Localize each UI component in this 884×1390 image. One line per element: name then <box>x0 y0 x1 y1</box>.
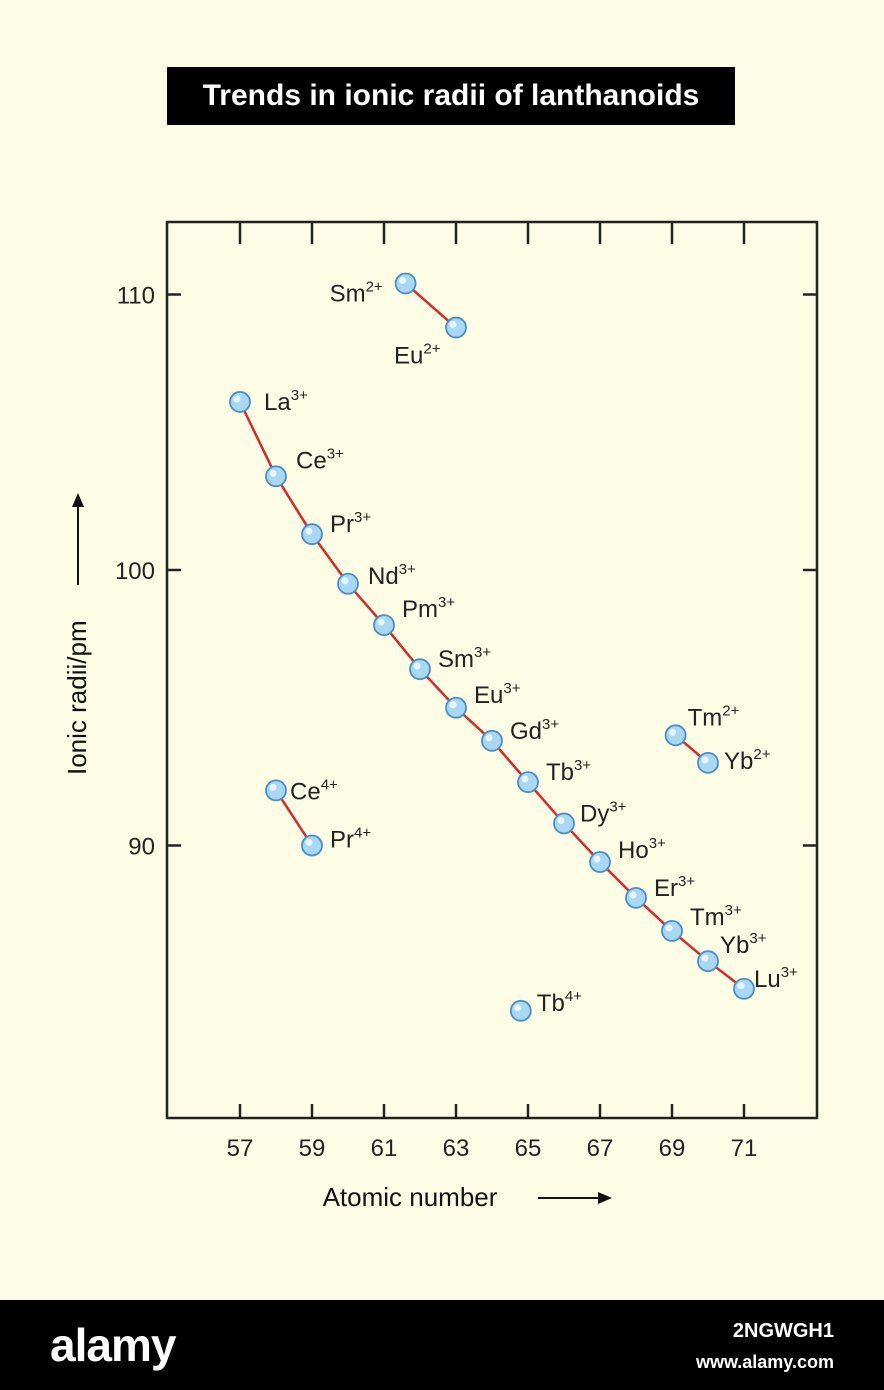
plot-frame <box>165 220 819 1120</box>
x-tick-label: 57 <box>227 1135 254 1162</box>
y-tick-label: 90 <box>128 834 155 861</box>
data-point-highlight <box>557 816 565 824</box>
data-point-ho-3plus <box>589 851 611 873</box>
point-label-eu-3plus: Eu3+ <box>474 680 521 709</box>
data-point-tm-3plus <box>661 920 683 942</box>
data-point-highlight <box>269 469 277 477</box>
x-tick-label: 67 <box>587 1135 614 1162</box>
point-label-lu-3plus: Lu3+ <box>754 964 798 993</box>
series-line-2 <box>274 789 314 847</box>
x-axis-title-group: Atomic number <box>323 1182 612 1212</box>
data-point-ce-4plus <box>265 779 287 802</box>
data-point-highlight <box>593 855 601 863</box>
point-label-tm-3plus: Tm3+ <box>690 902 742 931</box>
x-axis-arrowhead <box>598 1192 612 1204</box>
point-label-ho-3plus: Ho3+ <box>618 835 666 864</box>
point-label-yb-2plus: Yb2+ <box>724 746 771 775</box>
data-point-sm-2plus <box>394 272 417 295</box>
point-label-nd-3plus: Nd3+ <box>368 561 416 590</box>
data-point-ce-3plus <box>265 465 287 488</box>
data-point-highlight <box>737 982 745 990</box>
axes-layer: 57 59 61 63 65 67 69 71 90 100 110 <box>115 222 817 1162</box>
data-point-highlight <box>629 891 637 899</box>
data-point-yb-3plus <box>697 950 719 973</box>
data-point-gd-3plus <box>481 729 503 752</box>
data-points <box>229 272 755 1022</box>
data-point-highlight <box>449 701 457 709</box>
data-point-highlight <box>449 321 457 329</box>
data-point-highlight <box>399 276 407 284</box>
data-point-highlight <box>377 618 385 626</box>
point-label-tb-4plus: Tb4+ <box>537 988 582 1017</box>
data-point-highlight <box>305 527 313 535</box>
data-point-highlight <box>269 783 277 791</box>
data-point-lu-3plus <box>733 977 755 1000</box>
data-point-er-3plus <box>625 886 647 909</box>
point-label-er-3plus: Er3+ <box>654 873 695 902</box>
point-label-pr-3plus: Pr3+ <box>330 509 371 538</box>
data-point-highlight <box>701 756 709 764</box>
x-tick-label: 71 <box>731 1135 758 1162</box>
footer-bar: alamy 2NGWGH1 www.alamy.com <box>0 1300 884 1390</box>
point-label-pm-3plus: Pm3+ <box>402 594 455 623</box>
y-tick-label: 100 <box>115 558 155 585</box>
data-point-dy-3plus <box>553 812 575 835</box>
data-point-highlight <box>665 924 673 932</box>
data-point-highlight <box>669 728 677 736</box>
x-tick-label: 61 <box>371 1135 398 1162</box>
data-point-highlight <box>233 395 241 403</box>
data-point-eu-2plus <box>445 316 467 339</box>
point-label-tb-3plus: Tb3+ <box>546 757 591 786</box>
data-point-tm-2plus <box>664 724 687 747</box>
data-point-la-3plus <box>229 391 251 413</box>
brand-logo: alamy <box>50 1319 176 1371</box>
data-point-highlight <box>521 775 529 783</box>
y-axis-arrowhead <box>72 493 84 507</box>
point-label-la-3plus: La3+ <box>264 387 308 416</box>
x-tick-label: 69 <box>659 1135 686 1162</box>
data-point-nd-3plus <box>337 572 359 595</box>
data-point-highlight <box>485 734 493 742</box>
point-labels: La3+ Ce3+ Pr3+ Nd3+ Pm3+ Sm3+ Eu3+ Gd3+ Tb3+ Dy3+… <box>264 278 798 1016</box>
point-label-sm-2plus: Sm2+ <box>330 278 383 307</box>
y-axis-title: Ionic radii/pm <box>62 620 92 775</box>
data-point-tb-4plus <box>509 999 532 1022</box>
data-point-highlight <box>701 954 709 962</box>
x-tick-label: 63 <box>443 1135 470 1162</box>
point-label-tm-2plus: Tm2+ <box>688 702 740 731</box>
point-label-dy-3plus: Dy3+ <box>580 798 627 827</box>
data-point-highlight <box>514 1004 522 1012</box>
x-tick-label: 59 <box>299 1135 326 1162</box>
data-point-sm-3plus <box>409 658 431 681</box>
chart-canvas: 57 59 61 63 65 67 69 71 90 100 110 La3+ Ce3+ Pr3+ Nd3… <box>62 220 819 1212</box>
point-label-ce-4plus: Ce4+ <box>290 776 338 805</box>
data-point-pr-3plus <box>301 523 323 546</box>
series-line-1 <box>404 282 457 329</box>
data-point-highlight <box>413 662 421 670</box>
x-tick-label: 65 <box>515 1135 542 1162</box>
image-id: 2NGWGH1 <box>732 1320 834 1342</box>
data-point-tb-3plus <box>517 771 539 794</box>
chart-title: Trends in ionic radii of lanthanoids <box>167 67 735 125</box>
data-point-eu-3plus <box>445 696 467 719</box>
point-label-ce-3plus: Ce3+ <box>296 445 344 474</box>
point-label-pr-4plus: Pr4+ <box>330 825 371 854</box>
site-url: www.alamy.com <box>695 1352 834 1372</box>
y-tick-label: 110 <box>117 283 155 310</box>
point-label-eu-2plus: Eu2+ <box>394 341 441 370</box>
data-point-highlight <box>341 577 349 585</box>
data-point-yb-2plus <box>697 751 719 774</box>
point-label-yb-3plus: Yb3+ <box>720 930 767 959</box>
point-label-gd-3plus: Gd3+ <box>510 716 559 745</box>
data-point-highlight <box>305 839 313 846</box>
data-point-pm-3plus <box>373 614 395 636</box>
y-axis-title-group: Ionic radii/pm <box>62 493 92 775</box>
x-axis-title: Atomic number <box>323 1182 498 1212</box>
point-label-sm-3plus: Sm3+ <box>438 644 491 673</box>
data-point-pr-4plus <box>301 834 323 857</box>
